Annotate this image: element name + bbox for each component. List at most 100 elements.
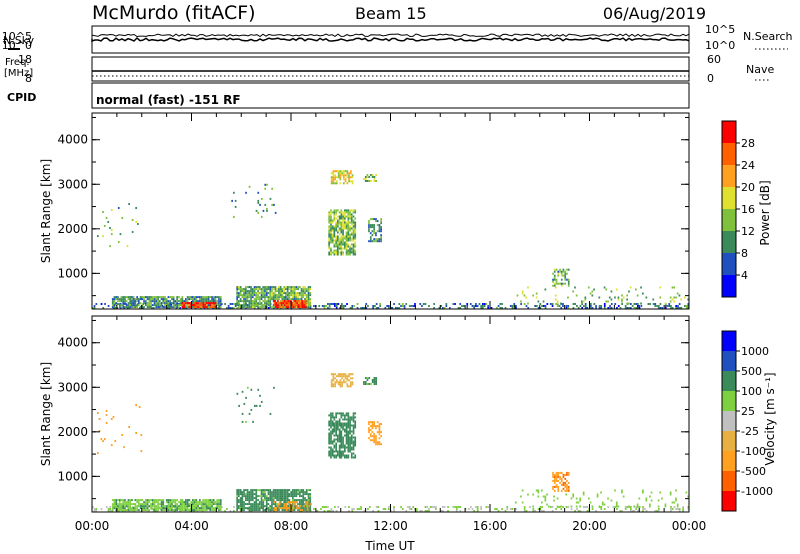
heatmap-cell xyxy=(164,509,166,512)
heatmap-cell xyxy=(328,420,330,423)
heatmap-cell xyxy=(629,286,632,289)
heatmap-cell xyxy=(199,304,201,307)
heatmap-cell xyxy=(188,505,191,508)
heatmap-cell xyxy=(288,298,291,301)
heatmap-cell xyxy=(246,491,249,494)
heatmap-cell xyxy=(265,495,268,498)
heatmap-cell xyxy=(103,225,106,227)
heatmap-cell xyxy=(128,426,130,428)
heatmap-cell xyxy=(373,226,375,229)
heatmap-cell xyxy=(344,456,346,459)
heatmap-cell xyxy=(366,174,369,176)
heatmap-cell xyxy=(297,493,299,496)
heatmap-cell xyxy=(343,182,345,185)
power-colorbar-label: Power [dB] xyxy=(758,180,772,245)
heatmap-cell xyxy=(560,272,563,275)
heatmap-cell xyxy=(181,499,184,502)
heatmap-cell xyxy=(157,509,159,512)
heatmap-cell xyxy=(245,493,247,496)
heatmap-cell xyxy=(516,294,519,297)
heatmap-cell xyxy=(236,507,238,510)
heatmap-cell xyxy=(345,245,348,248)
heatmap-cell xyxy=(264,489,266,492)
heatmap-cell xyxy=(443,307,446,309)
heatmap-cell xyxy=(273,304,276,307)
heatmap-cell xyxy=(117,296,119,299)
heatmap-cell xyxy=(294,302,297,305)
heatmap-cell xyxy=(124,306,126,309)
heatmap-cell xyxy=(350,227,353,230)
heatmap-cell xyxy=(257,290,259,293)
heatmap-cell xyxy=(553,485,556,488)
heatmap-cell xyxy=(596,495,599,498)
heatmap-cell xyxy=(333,426,336,429)
heatmap-cell xyxy=(257,211,260,214)
heatmap-cell xyxy=(276,495,278,498)
heatmap-cell xyxy=(480,508,482,510)
heatmap-cell xyxy=(204,509,206,512)
heatmap-cell xyxy=(265,288,268,291)
heatmap-cell xyxy=(186,306,189,309)
heatmap-cell xyxy=(248,493,251,496)
heatmap-cell xyxy=(428,508,430,510)
heatmap-cell xyxy=(511,307,514,309)
heatmap-cell xyxy=(236,294,238,297)
heatmap-cell xyxy=(373,178,376,180)
heatmap-cell xyxy=(369,226,372,229)
heatmap-cell xyxy=(678,303,681,305)
heatmap-cell xyxy=(188,509,191,512)
heatmap-cell xyxy=(285,491,287,494)
heatmap-cell xyxy=(350,233,353,236)
heatmap-cell xyxy=(209,302,212,305)
heatmap-cell xyxy=(274,495,277,498)
heatmap-cell xyxy=(299,292,301,295)
heatmap-cell xyxy=(151,505,154,508)
heatmap-cell xyxy=(338,420,341,423)
heatmap-cell xyxy=(174,501,177,504)
heatmap-cell xyxy=(379,303,381,305)
heatmap-cell xyxy=(345,422,348,425)
heatmap-cell xyxy=(349,442,351,445)
heatmap-cell xyxy=(564,282,567,285)
heatmap-cell xyxy=(278,505,280,508)
heatmap-cell xyxy=(293,286,296,289)
heatmap-cell xyxy=(352,239,355,242)
heatmap-cell xyxy=(124,499,126,502)
heatmap-cell xyxy=(131,304,133,307)
heatmap-cell xyxy=(335,412,337,415)
heatmap-cell xyxy=(269,509,272,512)
heatmap-cell xyxy=(544,305,547,307)
heatmap-cell xyxy=(197,503,199,506)
heatmap-cell xyxy=(200,296,203,299)
heatmap-cell xyxy=(371,218,374,221)
heatmap-cell xyxy=(562,270,565,273)
heatmap-cell xyxy=(338,432,341,435)
heatmap-cell xyxy=(139,296,142,299)
heatmap-cell xyxy=(336,381,338,384)
heatmap-cell xyxy=(343,172,345,175)
heatmap-cell xyxy=(348,176,350,179)
heatmap-cell xyxy=(331,227,334,230)
heatmap-cell xyxy=(245,298,247,301)
heatmap-cell xyxy=(179,503,182,506)
heatmap-cell xyxy=(200,503,203,506)
heatmap-cell xyxy=(560,505,562,508)
heatmap-cell xyxy=(202,300,205,303)
heatmap-cell xyxy=(243,509,245,512)
heatmap-cell xyxy=(125,509,128,512)
heatmap-cell xyxy=(330,412,332,415)
heatmap-cell xyxy=(260,304,263,307)
heatmap-cell xyxy=(377,307,380,309)
heatmap-cell xyxy=(354,243,357,246)
heatmap-cell xyxy=(283,495,285,498)
heatmap-cell xyxy=(278,501,281,504)
heatmap-cell xyxy=(164,302,166,305)
heatmap-cell xyxy=(236,302,238,305)
colorbar-swatch xyxy=(722,391,736,411)
heatmap-cell xyxy=(110,233,113,236)
heatmap-cell xyxy=(337,176,340,179)
heatmap-cell xyxy=(373,238,375,241)
heatmap-cell xyxy=(155,507,158,510)
heatmap-cell xyxy=(564,473,567,476)
heatmap-cell xyxy=(368,423,370,426)
